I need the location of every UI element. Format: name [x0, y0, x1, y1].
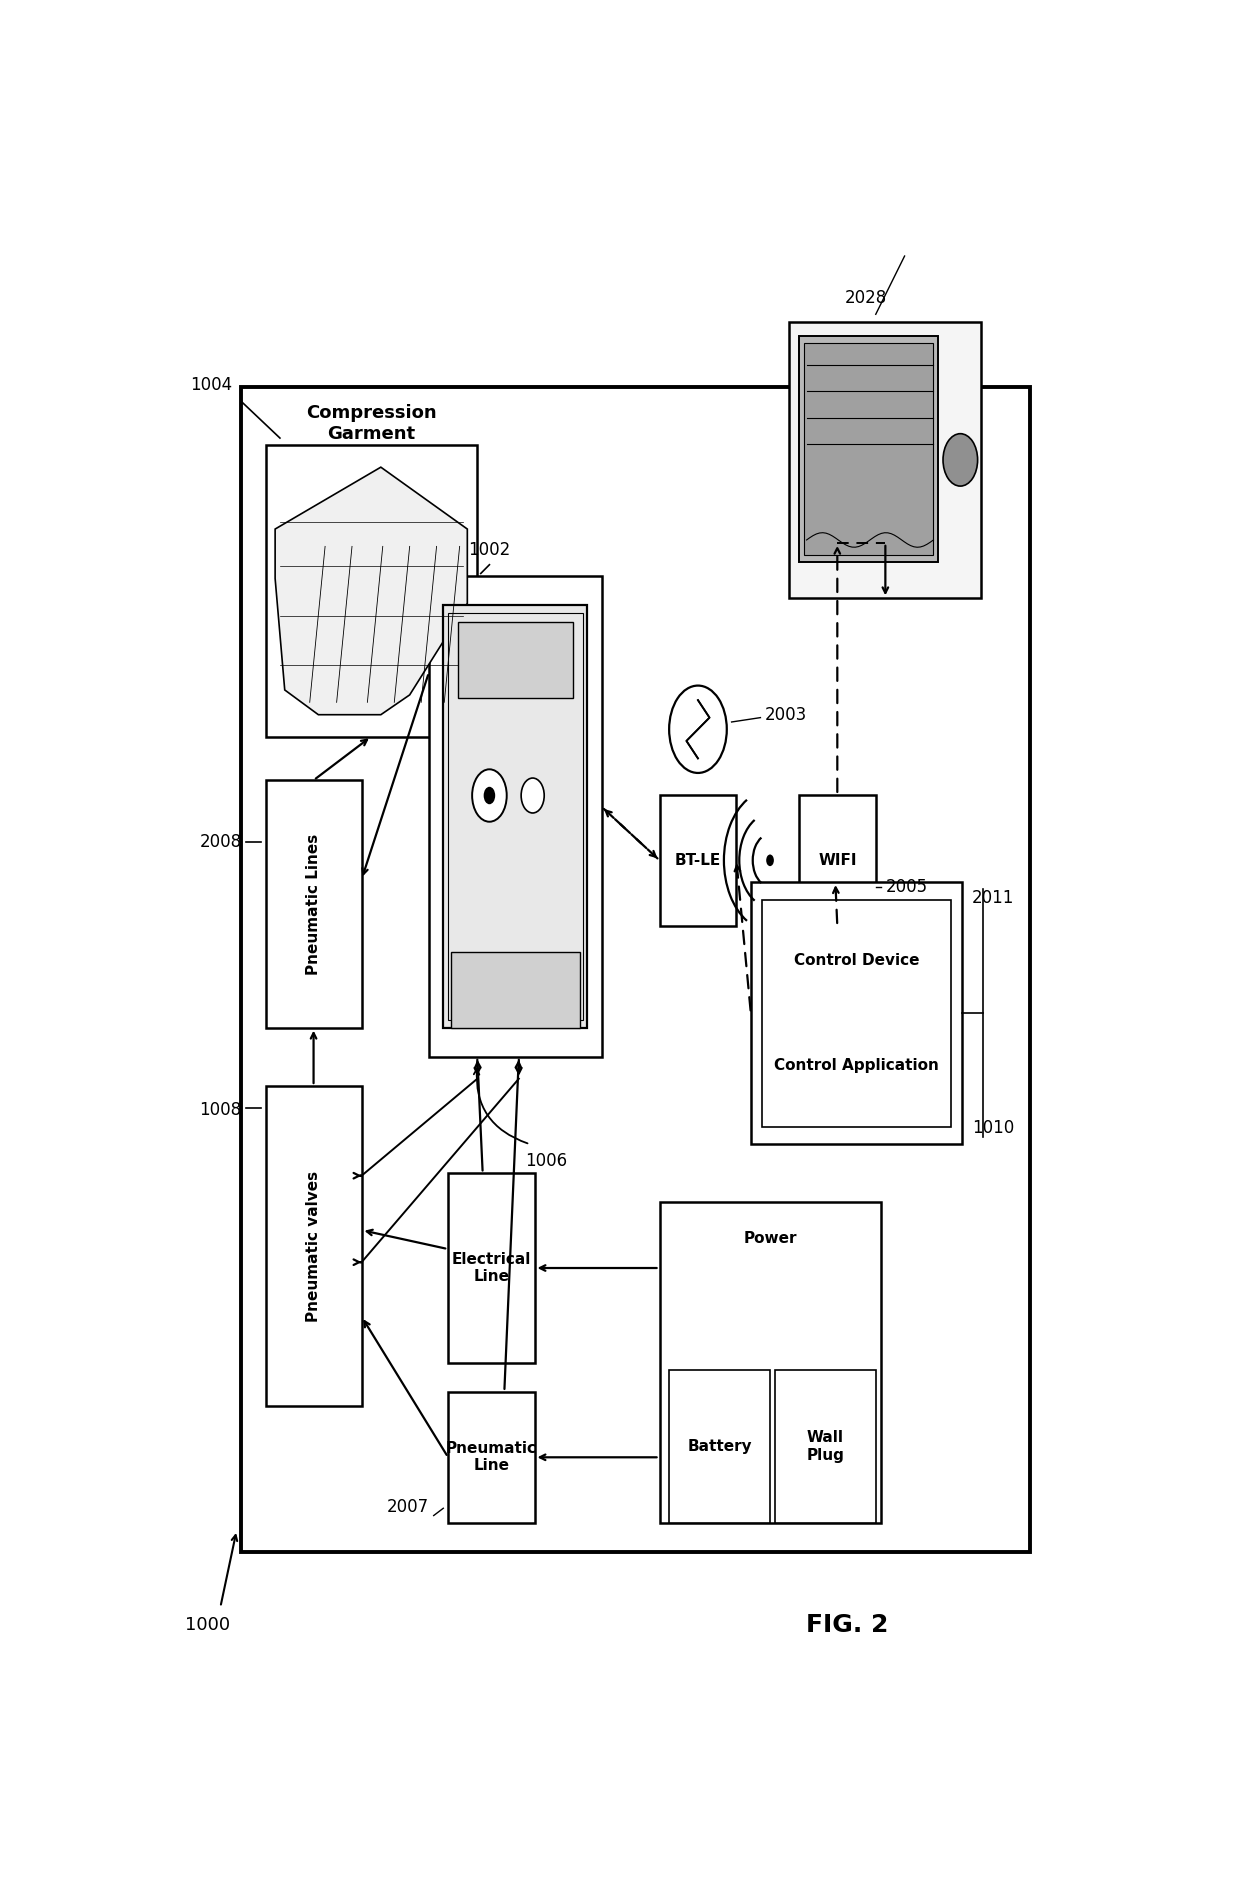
Bar — [242, 388, 1029, 1553]
Bar — [458, 622, 573, 698]
Bar — [751, 881, 962, 1144]
Text: 1004: 1004 — [190, 376, 232, 395]
Bar — [799, 337, 939, 562]
Circle shape — [472, 770, 507, 823]
Text: Battery: Battery — [687, 1439, 751, 1454]
Bar — [660, 794, 737, 927]
Bar — [265, 444, 477, 736]
Bar — [763, 900, 951, 1127]
Text: 2028: 2028 — [844, 289, 888, 306]
Text: 2008: 2008 — [200, 834, 242, 851]
Text: 1010: 1010 — [972, 1119, 1014, 1136]
Text: BT-LE: BT-LE — [675, 853, 722, 868]
Circle shape — [484, 787, 495, 804]
Text: 2003: 2003 — [765, 705, 807, 724]
Text: 1006: 1006 — [526, 1152, 568, 1169]
Bar — [804, 344, 934, 554]
Bar — [660, 1203, 880, 1522]
Text: Pneumatic valves: Pneumatic valves — [306, 1171, 321, 1322]
Text: Electrical
Line: Electrical Line — [451, 1252, 531, 1284]
Text: 1008: 1008 — [200, 1101, 242, 1119]
Bar — [448, 613, 583, 1021]
Text: Power: Power — [743, 1231, 797, 1246]
Text: Pneumatic
Line: Pneumatic Line — [446, 1441, 537, 1473]
Text: 2005: 2005 — [885, 877, 928, 896]
Bar — [265, 1085, 362, 1407]
Polygon shape — [275, 467, 467, 715]
Text: Control Application: Control Application — [774, 1059, 939, 1072]
Text: WIFI: WIFI — [818, 853, 857, 868]
Text: Wall
Plug: Wall Plug — [806, 1430, 844, 1462]
Bar — [789, 321, 982, 598]
Bar — [448, 1392, 534, 1522]
Circle shape — [766, 855, 774, 866]
Text: 2007: 2007 — [387, 1498, 429, 1515]
Bar — [799, 794, 875, 927]
Bar — [775, 1369, 875, 1522]
Circle shape — [670, 686, 727, 773]
Text: 1002: 1002 — [469, 541, 511, 560]
Bar — [429, 577, 601, 1057]
Circle shape — [942, 433, 977, 486]
Bar — [444, 605, 588, 1029]
Text: 2011: 2011 — [972, 889, 1014, 908]
Circle shape — [521, 777, 544, 813]
Bar — [448, 1172, 534, 1363]
Bar — [265, 781, 362, 1029]
Text: Pneumatic Lines: Pneumatic Lines — [306, 834, 321, 974]
Bar — [450, 951, 580, 1029]
Text: Compression
Garment: Compression Garment — [306, 405, 436, 442]
Text: FIG. 2: FIG. 2 — [806, 1613, 888, 1638]
Text: 1000: 1000 — [185, 1615, 231, 1634]
Bar — [670, 1369, 770, 1522]
Text: Control Device: Control Device — [794, 953, 919, 968]
